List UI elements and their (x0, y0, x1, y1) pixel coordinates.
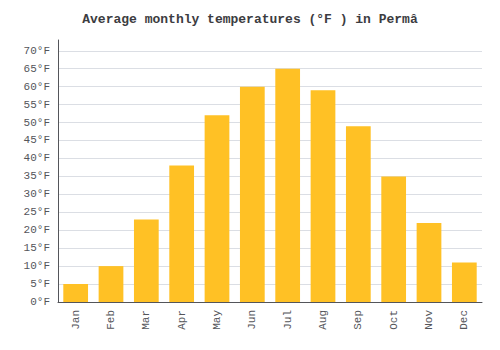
svg-text:Aug: Aug (317, 310, 329, 330)
svg-text:Feb: Feb (105, 310, 117, 330)
svg-text:50°F: 50°F (24, 117, 50, 129)
svg-text:15°F: 15°F (24, 242, 50, 254)
svg-text:0°F: 0°F (30, 296, 50, 308)
svg-text:Mar: Mar (140, 310, 152, 330)
svg-text:10°F: 10°F (24, 260, 50, 272)
svg-text:Oct: Oct (388, 310, 400, 330)
svg-text:35°F: 35°F (24, 170, 50, 182)
svg-text:May: May (211, 310, 223, 330)
svg-text:Average monthly temperatures (: Average monthly temperatures (°F ) in Pe… (82, 12, 418, 27)
svg-text:5°F: 5°F (30, 278, 50, 290)
svg-text:Jan: Jan (70, 310, 82, 330)
svg-text:60°F: 60°F (24, 81, 50, 93)
svg-text:70°F: 70°F (24, 45, 50, 57)
svg-text:Apr: Apr (176, 310, 188, 330)
svg-text:65°F: 65°F (24, 63, 50, 75)
svg-text:30°F: 30°F (24, 188, 50, 200)
svg-text:Sep: Sep (352, 310, 364, 330)
svg-text:45°F: 45°F (24, 134, 50, 146)
svg-text:40°F: 40°F (24, 152, 50, 164)
svg-text:Jul: Jul (282, 310, 294, 330)
svg-text:55°F: 55°F (24, 99, 50, 111)
svg-text:Nov: Nov (423, 310, 435, 330)
svg-text:Jun: Jun (246, 310, 258, 330)
svg-text:Dec: Dec (458, 310, 470, 330)
svg-text:20°F: 20°F (24, 224, 50, 236)
svg-text:25°F: 25°F (24, 206, 50, 218)
